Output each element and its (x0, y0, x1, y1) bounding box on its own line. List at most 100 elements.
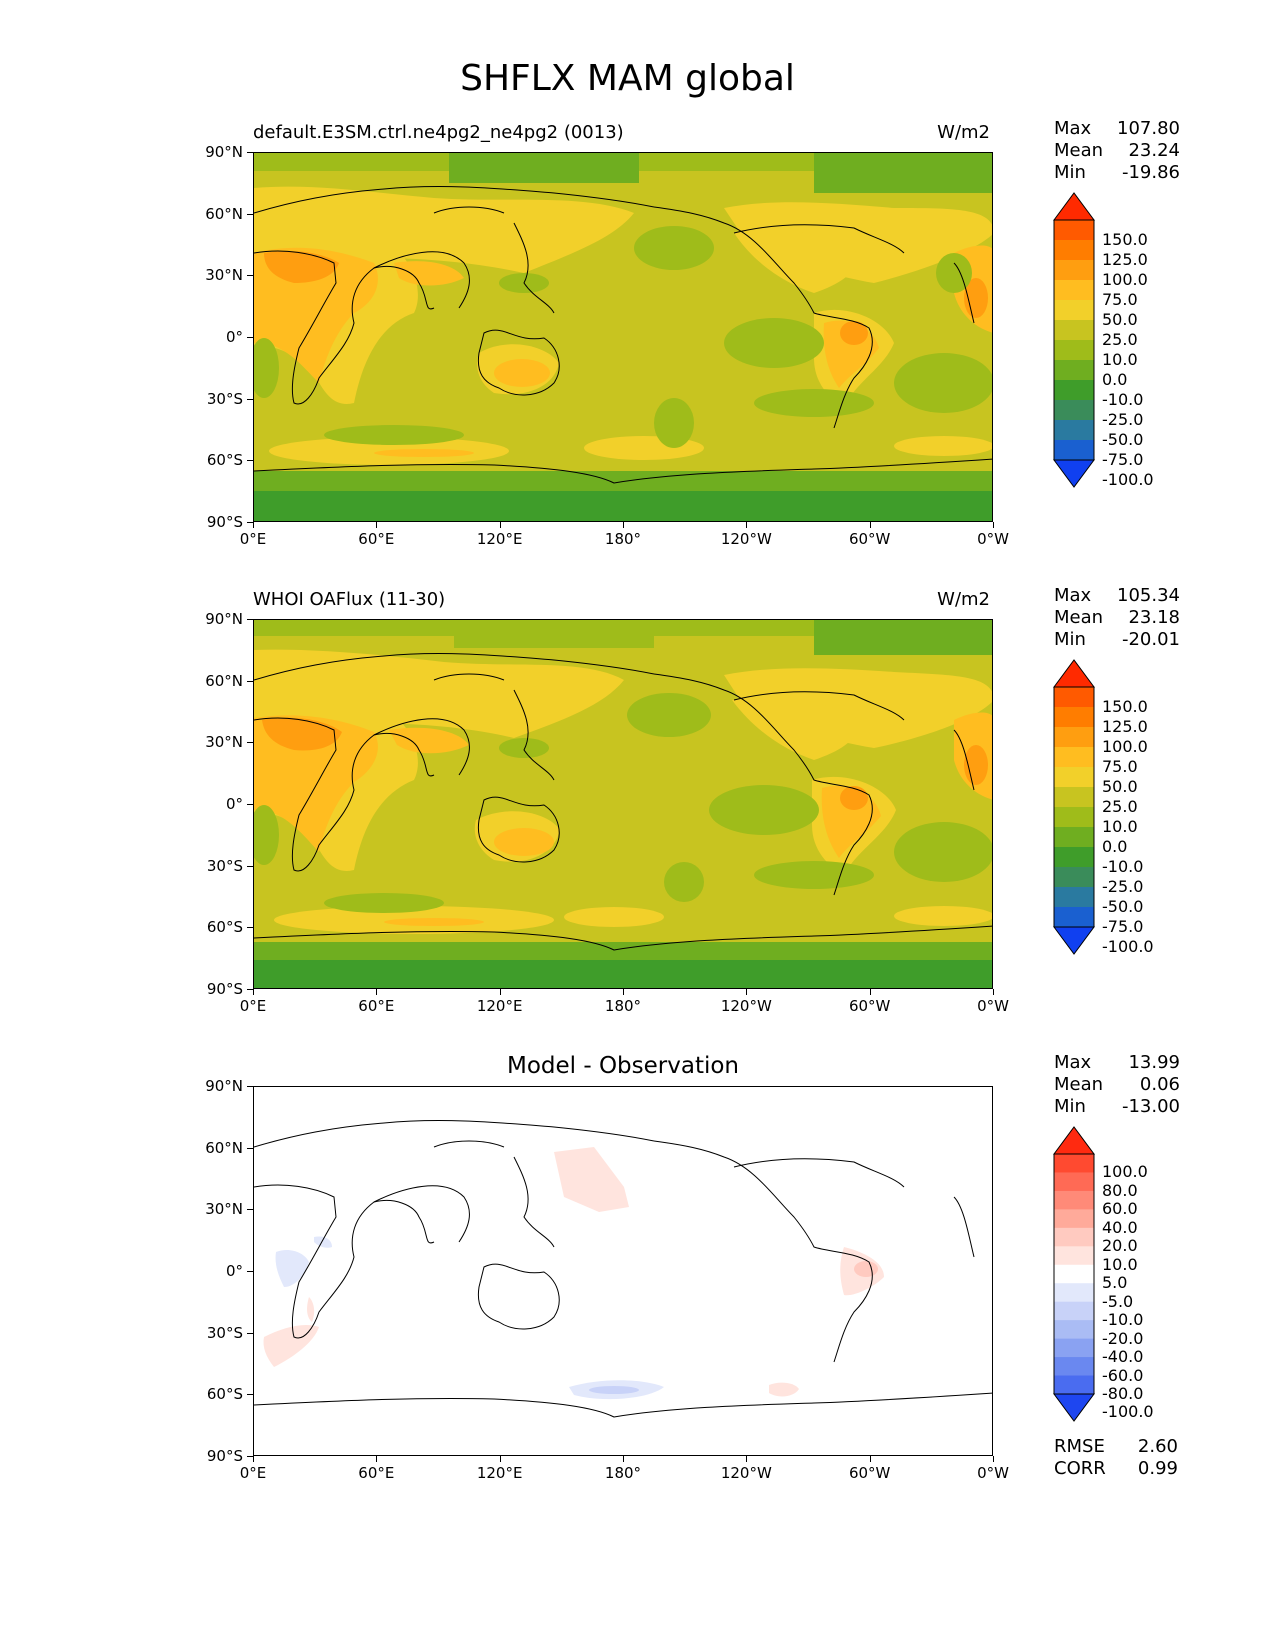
corr-label: CORR (1054, 1458, 1106, 1479)
y-tick-mark (247, 1209, 253, 1211)
colorbar-segment (1054, 1357, 1094, 1377)
stat-min-label: Min (1054, 629, 1086, 650)
colorbar-extend-max (1053, 659, 1095, 688)
colorbar-segment (1054, 320, 1094, 341)
colorbar-frame (1053, 219, 1095, 461)
colorbar-extend-min (1053, 926, 1095, 955)
x-tick-mark (376, 522, 378, 528)
colorbar-label: -10.0 (1102, 390, 1144, 409)
colorbar-segment (1054, 787, 1094, 808)
x-tick-mark (499, 522, 501, 528)
colorbar-label: 125.0 (1102, 250, 1148, 269)
colorbar-frame (1053, 686, 1095, 928)
y-tick-label: 30°S (206, 389, 243, 408)
x-tick-mark (746, 989, 748, 995)
y-tick-label: 90°N (205, 143, 243, 161)
colorbar-segment (1054, 707, 1094, 728)
stat-mean-label: Mean (1054, 1074, 1104, 1095)
colorbar-segment (1054, 1172, 1094, 1192)
corr-value: 0.99 (1137, 1458, 1178, 1479)
colorbar-frame (1053, 1153, 1095, 1395)
colorbar-segment (1054, 1283, 1094, 1303)
y-tick-label: 30°S (206, 1323, 243, 1342)
rmse-value: 2.60 (1137, 1436, 1178, 1457)
x-tick-mark (376, 989, 378, 995)
stat-max-label: Max (1054, 585, 1092, 606)
y-tick-label: 90°S (206, 1447, 243, 1465)
colorbar-segment (1054, 827, 1094, 848)
colorbar-label: 150.0 (1102, 697, 1148, 716)
colorbar-segment (1054, 907, 1094, 928)
stat-mean-value: 23.24 (1128, 140, 1180, 161)
panel3-colorbar (1053, 1126, 1095, 1422)
colorbar-segment (1054, 300, 1094, 321)
colorbar-label: 10.0 (1102, 1254, 1138, 1274)
colorbar-label: -40.0 (1102, 1347, 1144, 1367)
colorbar-label: 40.0 (1102, 1217, 1138, 1237)
x-tick-mark (993, 989, 994, 995)
colorbar-label: 75.0 (1102, 290, 1138, 309)
y-tick-label: 60°S (206, 451, 243, 470)
x-tick-mark (253, 989, 254, 995)
colorbar-extend-min (1053, 1393, 1095, 1422)
x-tick-label: 120°W (720, 530, 772, 548)
panel3-map (253, 1086, 993, 1456)
x-tick-mark (746, 1456, 748, 1462)
colorbar-label: -60.0 (1102, 1365, 1144, 1385)
y-tick-mark (247, 337, 253, 338)
y-tick-mark (247, 522, 253, 523)
colorbar-label: -10.0 (1102, 1310, 1144, 1330)
colorbar-segment (1054, 280, 1094, 301)
panel2-subtitle: WHOI OAFlux (11-30) (253, 589, 446, 610)
panel1-units: W/m2 (937, 122, 990, 143)
colorbar-label: -100.0 (1102, 1402, 1154, 1422)
x-tick-label: 0°E (239, 1464, 267, 1482)
x-tick-label: 120°W (720, 1464, 772, 1482)
panel3-title: Model - Observation (506, 1053, 740, 1079)
y-tick-label: 30°N (205, 1200, 243, 1219)
panel2-map-canvas (254, 620, 992, 988)
y-tick-mark (247, 742, 253, 744)
panel1-stats: Max 107.80 Mean 23.24 Min -19.86 (1054, 118, 1180, 184)
stat-max-label: Max (1054, 118, 1092, 139)
stat-max-value: 13.99 (1128, 1052, 1180, 1073)
y-tick-label: 90°S (206, 980, 243, 998)
stat-max-value: 105.34 (1117, 585, 1180, 606)
colorbar-segment (1054, 1320, 1094, 1340)
colorbar-label: -50.0 (1102, 430, 1144, 449)
colorbar-segment (1054, 380, 1094, 401)
colorbar-label: 75.0 (1102, 757, 1138, 776)
y-tick-label: 60°S (206, 1385, 243, 1404)
colorbar-segment (1054, 1190, 1094, 1210)
colorbar-label: 80.0 (1102, 1180, 1138, 1200)
x-tick-label: 180° (604, 1464, 642, 1482)
x-tick-label: 180° (604, 997, 642, 1015)
y-tick-mark (247, 1086, 253, 1087)
stat-min-label: Min (1054, 162, 1086, 183)
y-tick-label: 60°N (205, 1138, 243, 1157)
colorbar-label: 100.0 (1102, 737, 1148, 756)
y-tick-label: 90°N (205, 610, 243, 628)
panel3-map-canvas (254, 1087, 992, 1455)
panel1-subtitle: default.E3SM.ctrl.ne4pg2_ne4pg2 (0013) (253, 122, 624, 143)
x-tick-label: 120°W (720, 997, 772, 1015)
x-tick-mark (869, 989, 871, 995)
colorbar-extend-max (1053, 192, 1095, 221)
stat-mean-label: Mean (1054, 607, 1104, 628)
stat-min-value: -20.01 (1121, 629, 1180, 650)
y-tick-mark (247, 865, 253, 867)
y-tick-mark (247, 927, 253, 929)
y-tick-mark (247, 460, 253, 462)
stat-max-value: 107.80 (1117, 118, 1180, 139)
y-tick-label: 60°S (206, 918, 243, 937)
colorbar-segment (1054, 420, 1094, 441)
colorbar-segment (1054, 687, 1094, 708)
y-tick-label: 0° (225, 328, 243, 346)
colorbar-segment (1054, 1301, 1094, 1321)
colorbar-label: 60.0 (1102, 1199, 1138, 1219)
x-tick-label: 60°W (848, 997, 891, 1015)
figure-title: SHFLX MAM global (460, 58, 795, 99)
colorbar-label: -100.0 (1102, 470, 1154, 489)
y-tick-mark (247, 804, 253, 805)
colorbar-segment (1054, 400, 1094, 421)
